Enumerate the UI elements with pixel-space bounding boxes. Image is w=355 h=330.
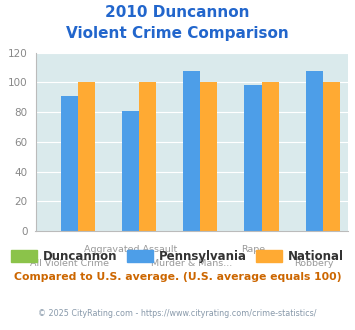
Text: Rape: Rape: [241, 245, 265, 254]
Text: All Violent Crime: All Violent Crime: [30, 259, 109, 268]
Text: Compared to U.S. average. (U.S. average equals 100): Compared to U.S. average. (U.S. average …: [14, 272, 341, 282]
Text: 2010 Duncannon: 2010 Duncannon: [105, 5, 250, 20]
Bar: [183, 71, 200, 231]
Text: Murder & Mans...: Murder & Mans...: [151, 259, 232, 268]
Bar: [200, 82, 217, 231]
Text: Aggravated Assault: Aggravated Assault: [84, 245, 177, 254]
Bar: [262, 82, 279, 231]
Bar: [244, 85, 262, 231]
Bar: [139, 82, 156, 231]
Bar: [61, 96, 78, 231]
Text: Robbery: Robbery: [294, 259, 334, 268]
Bar: [323, 82, 340, 231]
Bar: [122, 111, 139, 231]
Bar: [306, 71, 323, 231]
Bar: [78, 82, 95, 231]
Legend: Duncannon, Pennsylvania, National: Duncannon, Pennsylvania, National: [6, 245, 349, 268]
Text: © 2025 CityRating.com - https://www.cityrating.com/crime-statistics/: © 2025 CityRating.com - https://www.city…: [38, 309, 317, 317]
Text: Violent Crime Comparison: Violent Crime Comparison: [66, 26, 289, 41]
